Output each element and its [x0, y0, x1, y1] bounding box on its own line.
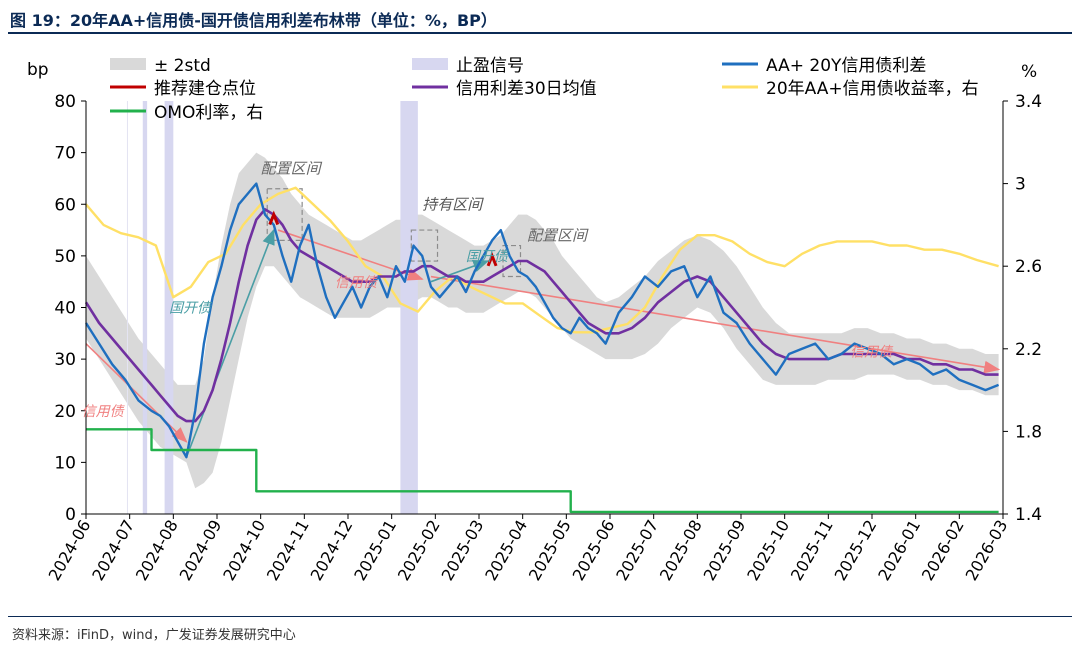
- axis-layer: 0 10 20 30 40 50 60 70 80 1.4 1.8 2.2 2.6 3 3.4 bp % 2024…: [27, 60, 1042, 584]
- x-tick-label: 2025-03: [438, 517, 488, 584]
- zone-box-1: [410, 229, 439, 262]
- title-rule: [8, 32, 1072, 34]
- annotation-1: 持有区间: [422, 195, 484, 213]
- x-tick-label: 2024-06: [45, 517, 95, 584]
- legend-label-build: 推荐建仓点位: [154, 79, 256, 99]
- x-tick-label: 2025-08: [656, 517, 706, 584]
- left-tick-label: 30: [54, 350, 76, 370]
- right-tick-label: 2.6: [1015, 257, 1042, 277]
- x-tick-label: 2025-04: [481, 517, 531, 584]
- x-tick-label: 2026-03: [962, 517, 1012, 584]
- source-note: 资料来源：iFinD，wind，广发证券发展研究中心: [12, 628, 296, 643]
- annotation-7: 信用债: [850, 345, 894, 361]
- x-tick-label: 2024-12: [307, 517, 357, 584]
- annotation-6: 信用债: [82, 404, 126, 420]
- footer-rule: [8, 616, 1072, 617]
- legend-label-omo: OMO利率，右: [154, 103, 263, 123]
- ma30-line: [84, 208, 999, 423]
- x-tick-label: 2025-05: [525, 517, 575, 584]
- chart-title: 图 19：20年AA+信用债-国开债信用利差布林带（单位：%，BP）: [10, 11, 497, 30]
- right-tick-label: 3.4: [1015, 92, 1042, 112]
- left-tick-label: 60: [54, 195, 76, 215]
- legend-swatch-band: [110, 58, 146, 70]
- x-tick-label: 2025-10: [743, 517, 793, 584]
- series-layer: [84, 182, 1000, 514]
- annotation-2: 配置区间: [527, 226, 589, 244]
- left-tick-label: 70: [54, 144, 76, 164]
- x-tick-label: 2025-12: [831, 517, 881, 584]
- legend-label-band: ± 2std: [154, 56, 211, 76]
- left-tick-label: 80: [54, 92, 76, 112]
- omo-line-right: [86, 428, 999, 514]
- left-axis-unit: bp: [27, 60, 49, 80]
- annotation-0: 配置区间: [261, 159, 323, 177]
- x-tick-label: 2026-01: [874, 517, 924, 584]
- left-tick-label: 0: [65, 505, 76, 525]
- x-tick-label: 2024-09: [176, 517, 226, 584]
- right-axis-unit: %: [1021, 62, 1037, 82]
- right-tick-label: 1.4: [1015, 505, 1042, 525]
- x-tick-label: 2025-11: [787, 517, 837, 584]
- x-tick-label: 2026-02: [918, 516, 968, 583]
- right-tick-label: 1.8: [1015, 422, 1042, 442]
- stop-signal-band-1: [164, 101, 174, 514]
- x-tick-label: 2024-08: [132, 517, 182, 584]
- stop-signal-band-0: [142, 101, 148, 514]
- left-tick-label: 20: [54, 402, 76, 422]
- x-tick-label: 2024-10: [219, 517, 269, 584]
- build-point-1: [486, 251, 498, 267]
- zone-box-0: [266, 188, 303, 241]
- legend-label-stop: 止盈信号: [456, 56, 524, 76]
- annotation-3: 国开债: [466, 249, 510, 265]
- x-tick-label: 2025-09: [700, 517, 750, 584]
- x-tick-label: 2025-06: [569, 517, 619, 584]
- x-tick-label: 2024-11: [263, 517, 313, 584]
- x-tick-label: 2025-01: [350, 517, 400, 584]
- std-band-area: [86, 152, 999, 489]
- left-tick-label: 50: [54, 247, 76, 267]
- spread-line: [84, 182, 1000, 459]
- left-tick-label: 40: [54, 299, 76, 319]
- cdb-trend-arrow-0: [185, 228, 275, 458]
- build-point-0: [268, 210, 280, 226]
- x-tick-label: 2025-07: [612, 517, 662, 584]
- annotation-4: 国开债: [169, 301, 213, 317]
- credit-trend-arrow-2: [430, 275, 1001, 374]
- x-tick-label: 2025-02: [394, 517, 444, 584]
- annotation-5: 信用债: [335, 275, 379, 291]
- std-band-layer: [86, 152, 999, 489]
- legend-label-ma30: 信用利差30日均值: [456, 79, 597, 99]
- legend-swatch-stop: [412, 58, 448, 70]
- legend-label-yield: 20年AA+信用债收益率，右: [766, 79, 979, 99]
- left-tick-label: 10: [54, 453, 76, 473]
- bollinger-chart: 0 10 20 30 40 50 60 70 80 1.4 1.8 2.2 2.6 3 3.4 bp % 2024…: [27, 56, 1042, 584]
- right-tick-label: 3: [1015, 175, 1026, 195]
- right-tick-label: 2.2: [1015, 340, 1042, 360]
- legend-label-spread: AA+ 20Y信用债利差: [766, 56, 926, 76]
- x-tick-label: 2024-07: [88, 517, 138, 584]
- yield-line-right: [85, 186, 999, 334]
